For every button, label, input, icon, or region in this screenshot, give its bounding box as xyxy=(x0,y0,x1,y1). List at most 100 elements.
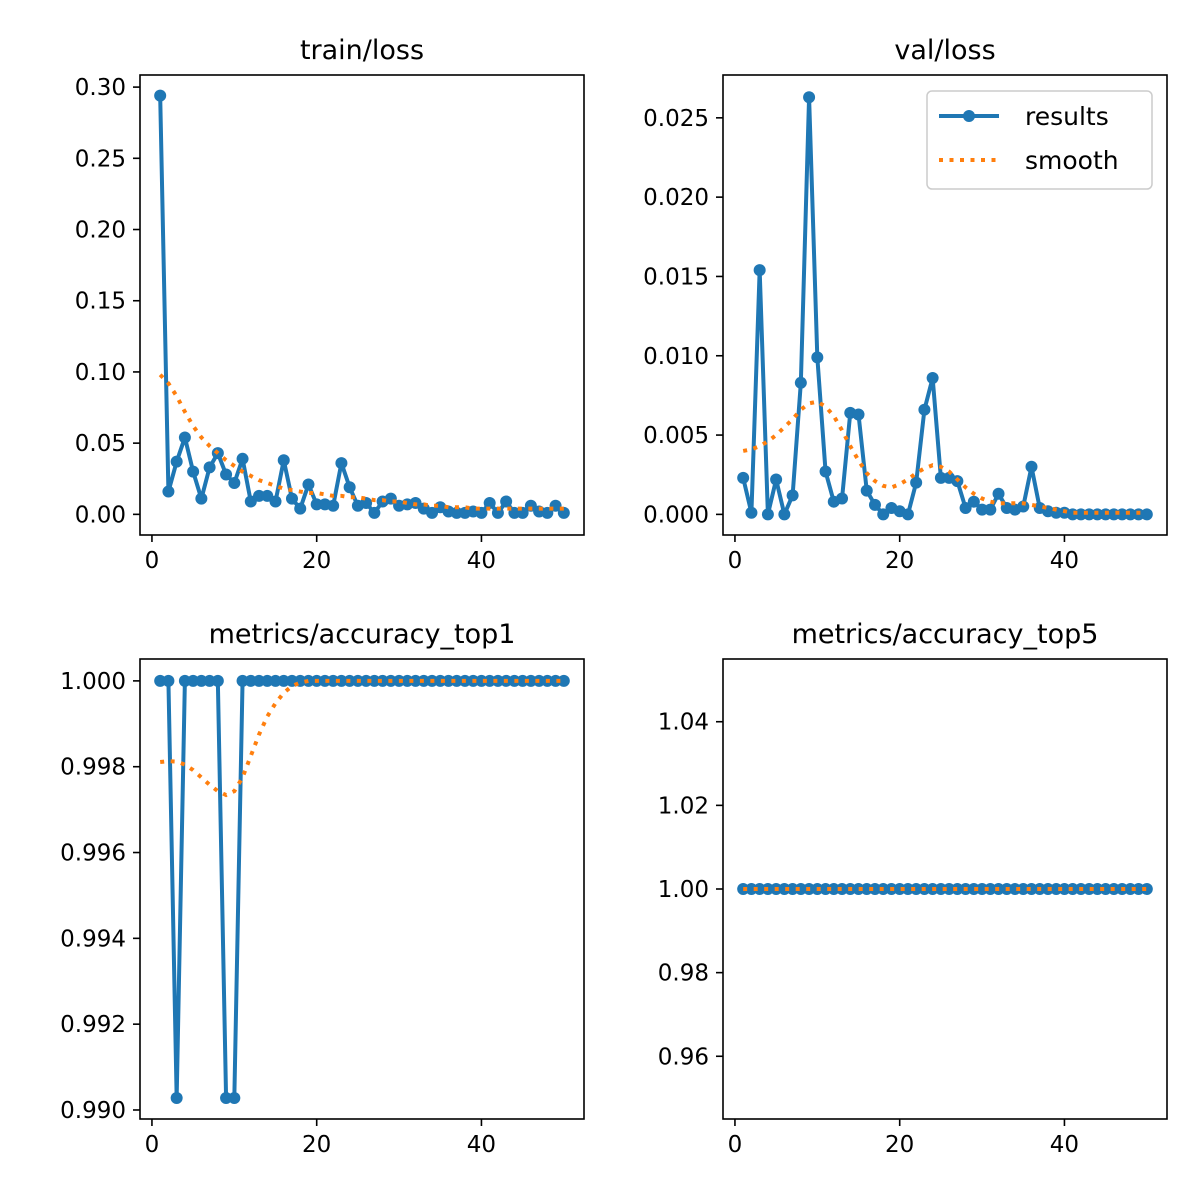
data-point xyxy=(893,883,906,895)
y-tick-label: 0.000 xyxy=(643,502,709,528)
legend-marker xyxy=(963,110,975,122)
data-point xyxy=(959,502,972,515)
data-point xyxy=(524,674,537,687)
data-point xyxy=(228,1091,241,1104)
data-point xyxy=(187,465,200,478)
data-point xyxy=(1140,883,1153,895)
data-point xyxy=(195,674,208,687)
y-tick-label: 0.992 xyxy=(60,1012,126,1038)
data-point xyxy=(170,455,183,468)
data-point xyxy=(327,499,340,512)
data-point xyxy=(745,506,758,519)
data-point xyxy=(162,485,175,498)
data-point xyxy=(827,883,840,895)
data-point xyxy=(992,487,1005,500)
data-point xyxy=(302,478,315,491)
series-line-smooth xyxy=(158,373,564,511)
data-point xyxy=(1091,883,1104,895)
y-tick-label: 0.00 xyxy=(75,502,126,528)
legend-label: results xyxy=(1025,102,1109,131)
data-point xyxy=(910,476,923,489)
x-tick-label: 40 xyxy=(1050,1132,1079,1158)
data-point xyxy=(195,492,208,505)
y-tick-label: 0.25 xyxy=(75,146,126,172)
subplot-4: metrics/accuracy_top5 0 20 40 0.96 0.98 1.00 1.… xyxy=(658,619,1168,1158)
data-point xyxy=(335,457,348,470)
data-point xyxy=(269,674,282,687)
data-point xyxy=(860,883,873,895)
data-point xyxy=(819,883,832,895)
y-tick-label: 0.30 xyxy=(75,75,126,101)
data-point xyxy=(154,674,167,687)
series-line-smooth xyxy=(159,678,564,798)
data-point xyxy=(778,883,791,895)
data-point xyxy=(409,674,422,687)
data-point xyxy=(745,883,758,895)
data-point xyxy=(1132,883,1145,895)
data-point xyxy=(943,883,956,895)
data-point xyxy=(794,376,807,389)
data-point xyxy=(343,481,356,494)
x-tick-label: 40 xyxy=(467,1132,496,1158)
data-point xyxy=(253,489,266,502)
data-point xyxy=(976,503,989,516)
y-tick-label: 1.000 xyxy=(60,669,126,695)
data-point xyxy=(294,502,307,515)
data-point xyxy=(228,477,241,490)
data-point xyxy=(951,883,964,895)
data-point xyxy=(450,506,463,519)
data-point xyxy=(1083,883,1096,895)
data-point xyxy=(442,674,455,687)
x-tick-label: 20 xyxy=(302,548,331,574)
data-point xyxy=(376,674,389,687)
y-tick-label: 0.10 xyxy=(75,360,126,386)
data-point xyxy=(868,883,881,895)
data-point xyxy=(203,461,216,474)
legend: results smooth xyxy=(926,90,1153,190)
data-point xyxy=(491,674,504,687)
data-point xyxy=(236,452,249,465)
data-point xyxy=(967,495,980,508)
data-point xyxy=(154,89,167,102)
chart-title: metrics/accuracy_top5 xyxy=(792,619,1099,650)
data-point xyxy=(984,883,997,895)
y-tick-label: 1.04 xyxy=(658,710,709,736)
data-point xyxy=(1017,500,1030,513)
data-point xyxy=(310,498,323,511)
data-point xyxy=(549,674,562,687)
y-tick-label: 0.990 xyxy=(60,1098,126,1124)
x-tick-label: 20 xyxy=(885,1132,914,1158)
y-tick-label: 0.025 xyxy=(643,106,709,132)
data-point xyxy=(253,674,266,687)
y-tick-label: 0.05 xyxy=(75,431,126,457)
y-tick-label: 0.96 xyxy=(658,1044,709,1070)
data-point xyxy=(401,674,414,687)
y-tick-label: 0.996 xyxy=(60,841,126,867)
chart-title: train/loss xyxy=(300,35,424,66)
data-point xyxy=(302,674,315,687)
subplot-3: metrics/accuracy_top1 0 20 40 0.990 0.992 0.99… xyxy=(60,619,585,1158)
data-point xyxy=(318,674,331,687)
data-point xyxy=(178,431,191,444)
data-point xyxy=(557,674,570,687)
data-point xyxy=(1124,883,1137,895)
axes-frame xyxy=(139,658,585,1120)
data-point xyxy=(737,471,750,484)
data-point xyxy=(220,1091,233,1104)
y-tick-label: 0.998 xyxy=(60,755,126,781)
x-tick-label: 40 xyxy=(467,548,496,574)
series-line-smooth xyxy=(742,399,1147,515)
data-point xyxy=(1140,508,1153,521)
data-point xyxy=(852,408,865,421)
data-point xyxy=(819,465,832,478)
data-point xyxy=(483,496,496,509)
data-point xyxy=(368,506,381,519)
data-point xyxy=(450,674,463,687)
data-point xyxy=(901,883,914,895)
data-point xyxy=(918,403,931,416)
data-point xyxy=(976,883,989,895)
data-point xyxy=(277,674,290,687)
data-point xyxy=(926,371,939,384)
data-point xyxy=(860,484,873,497)
y-tick-label: 0.010 xyxy=(643,344,709,370)
